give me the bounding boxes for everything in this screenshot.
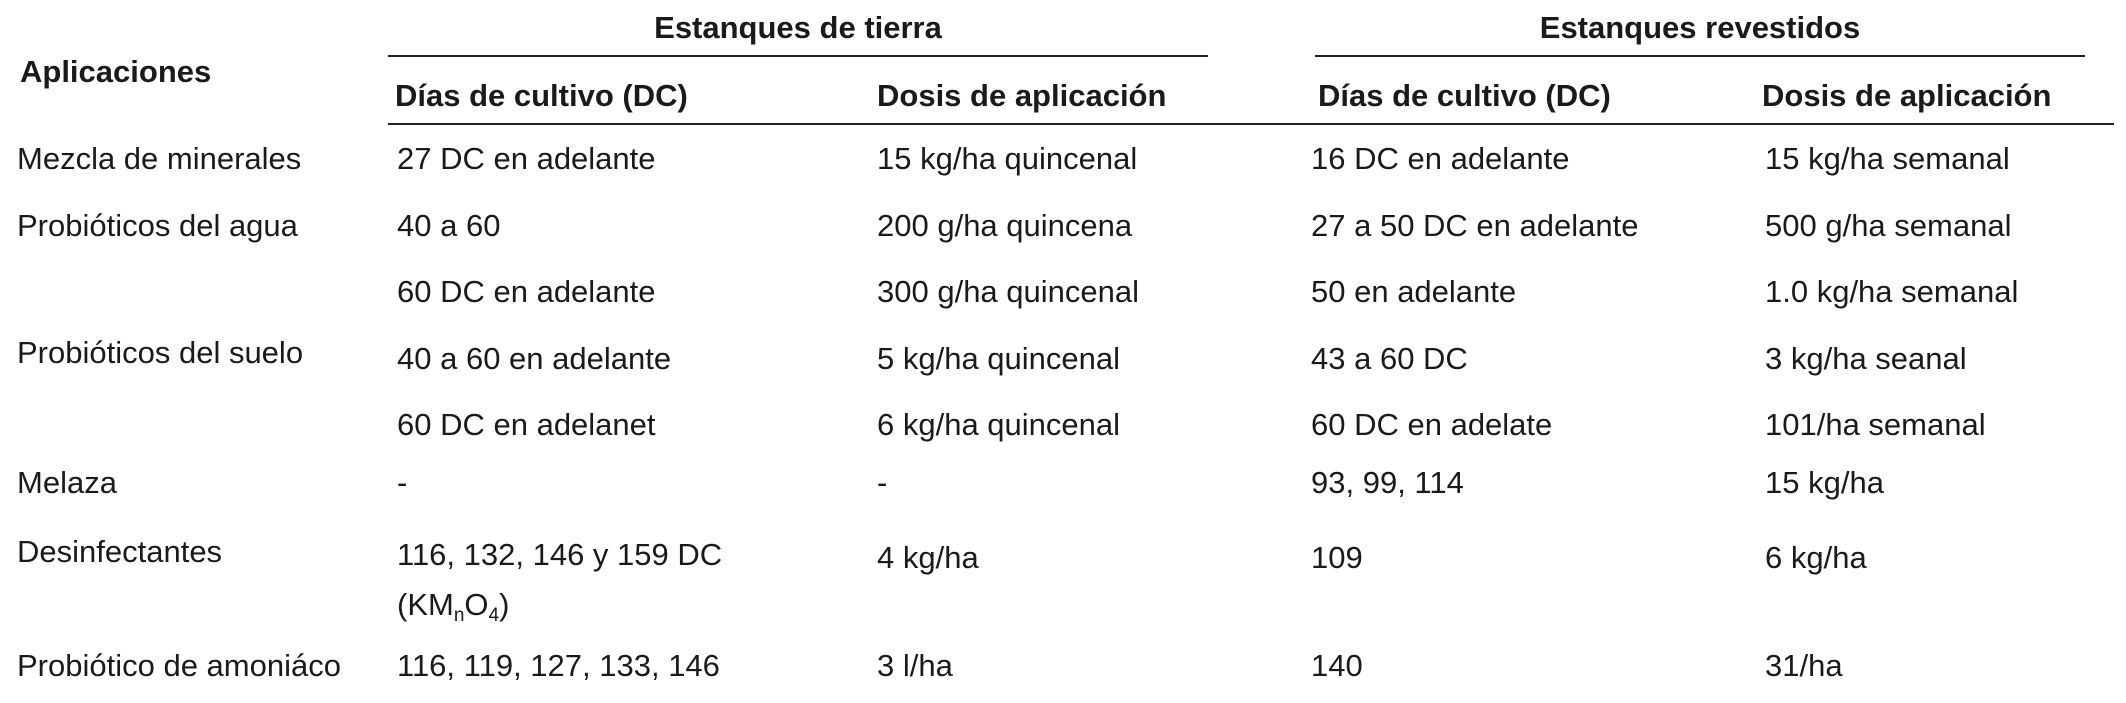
cell-tierra-dosis: 300 g/ha quincenal [877,274,1140,309]
cell-tierra-dosis: 200 g/ha quincena [877,208,1133,243]
cell-tierra-dc-line1: 116, 132, 146 y 159 DC [397,537,723,572]
cell-tierra-dc: 60 DC en adelanet [397,407,656,442]
cell-revestidos-dc: 27 a 50 DC en adelante [1311,208,1639,243]
cell-aplicacion: Probióticos del suelo [17,335,304,370]
cell-aplicacion: Melaza [17,465,117,500]
cell-revestidos-dc: 140 [1311,648,1363,683]
cell-revestidos-dc: 109 [1311,540,1363,575]
formula-sub-4: 4 [488,605,500,626]
cell-revestidos-dosis: 6 kg/ha [1765,540,1867,575]
header-rule [388,123,2114,125]
cell-aplicacion: Probiótico de amoniáco [17,648,341,683]
cell-revestidos-dosis: 1.0 kg/ha semanal [1765,274,2019,309]
row-header-label: Aplicaciones [20,54,212,89]
cell-aplicacion: Probióticos del agua [17,208,298,243]
cell-revestidos-dc: 60 DC en adelate [1311,407,1553,442]
cell-tierra-dosis: 5 kg/ha quincenal [877,341,1121,376]
cell-revestidos-dosis: 101/ha semanal [1765,407,1986,442]
cell-tierra-dosis: 6 kg/ha quincenal [877,407,1121,442]
cell-revestidos-dosis: 15 kg/ha [1765,465,1884,500]
group-rule-tierra [388,55,1208,57]
cell-tierra-dosis: 4 kg/ha [877,540,979,575]
group-rule-revestidos [1315,55,2085,57]
formula-sub-n: n [453,605,465,626]
cell-tierra-dosis: 15 kg/ha quincenal [877,141,1138,176]
cell-tierra-dc: 40 a 60 en adelante [397,341,672,376]
col-header-revestidos-dosis: Dosis de aplicación [1762,78,2052,113]
group-title-tierra: Estanques de tierra [654,10,942,45]
cell-revestidos-dosis: 15 kg/ha semanal [1765,141,2010,176]
cell-revestidos-dosis: 31/ha [1765,648,1843,683]
cell-tierra-dosis: 3 l/ha [877,648,953,683]
cell-revestidos-dc: 93, 99, 114 [1311,465,1464,500]
cell-revestidos-dosis: 3 kg/ha seanal [1765,341,1967,376]
cell-aplicacion: Desinfectantes [17,534,223,569]
cell-revestidos-dosis: 500 g/ha semanal [1765,208,2012,243]
cell-tierra-dc: 60 DC en adelante [397,274,656,309]
cell-revestidos-dc: 16 DC en adelante [1311,141,1570,176]
cell-revestidos-dc: 50 en adelante [1311,274,1517,309]
formula-prefix: (KM [397,587,454,622]
group-title-revestidos: Estanques revestidos [1539,10,1861,45]
cell-tierra-dosis: - [877,465,888,500]
cell-tierra-dc: 27 DC en adelante [397,141,656,176]
col-header-tierra-dc: Días de cultivo (DC) [395,78,688,113]
cell-tierra-dc-line2: (KMnO4) [397,580,722,630]
cell-aplicacion: Mezcla de minerales [17,141,302,176]
cell-tierra-dc: 116, 132, 146 y 159 DC (KMnO4) [397,530,722,630]
formula-mid: O [464,587,489,622]
cell-tierra-dc: 116, 119, 127, 133, 146 [397,648,720,683]
col-header-revestidos-dc: Días de cultivo (DC) [1318,78,1611,113]
col-header-tierra-dosis: Dosis de aplicación [877,78,1167,113]
cell-tierra-dc: 40 a 60 [397,208,501,243]
cell-tierra-dc: - [397,465,408,500]
formula-suffix: ) [499,587,510,622]
cell-revestidos-dc: 43 a 60 DC [1311,341,1468,376]
